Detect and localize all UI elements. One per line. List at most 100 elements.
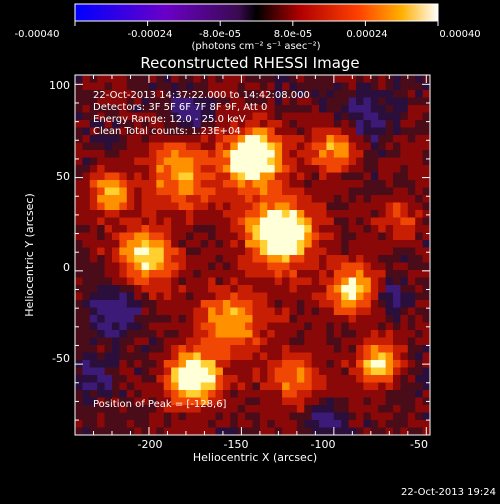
- heatmap-cell: [326, 180, 335, 188]
- heatmap-cell: [104, 120, 113, 128]
- heatmap-cell: [89, 277, 98, 286]
- heatmap-cell: [89, 150, 98, 158]
- heatmap-cell: [156, 390, 165, 398]
- heatmap-cell: [222, 150, 231, 158]
- heatmap-cell: [82, 180, 91, 188]
- heatmap-cell: [237, 300, 246, 308]
- heatmap-cell: [119, 262, 128, 271]
- heatmap-cell: [407, 232, 416, 241]
- heatmap-cell: [385, 247, 394, 256]
- heatmap-cell: [370, 127, 379, 136]
- heatmap-cell: [393, 337, 401, 346]
- heatmap-cell: [319, 360, 327, 368]
- heatmap-cell: [259, 127, 268, 136]
- heatmap-cell: [111, 322, 120, 331]
- heatmap-cell: [370, 90, 379, 98]
- heatmap-cell: [304, 427, 313, 435]
- heatmap-cell: [385, 360, 394, 368]
- heatmap-cell: [385, 375, 394, 383]
- heatmap-cell: [259, 285, 268, 293]
- heatmap-cell: [274, 300, 283, 308]
- heatmap-cell: [97, 150, 105, 158]
- heatmap-cell: [141, 270, 150, 278]
- heatmap-cell: [400, 390, 409, 398]
- heatmap-cell: [75, 337, 83, 346]
- heatmap-cell: [148, 382, 157, 391]
- heatmap-cell: [141, 135, 150, 143]
- heatmap-cell: [289, 315, 298, 323]
- heatmap-cell: [126, 195, 135, 203]
- heatmap-cell: [363, 105, 372, 113]
- heatmap-cell: [356, 127, 364, 136]
- heatmap-cell: [252, 120, 261, 128]
- heatmap-cell: [274, 382, 283, 391]
- heatmap-cell: [341, 97, 350, 106]
- heatmap-cell: [215, 330, 224, 338]
- heatmap-cell: [104, 82, 113, 91]
- heatmap-cell: [111, 255, 120, 263]
- heatmap-cell: [97, 210, 105, 218]
- heatmap-cell: [415, 157, 424, 166]
- heatmap-cell: [222, 240, 231, 248]
- heatmap-cell: [222, 352, 231, 361]
- heatmap-cell: [141, 390, 150, 398]
- heatmap-cell: [111, 172, 120, 181]
- heatmap-cell: [341, 255, 350, 263]
- heatmap-cell: [75, 112, 83, 121]
- heatmap-cell: [97, 105, 105, 113]
- y-axis-label: Heliocentric Y (arcsec): [23, 193, 36, 317]
- heatmap-cell: [304, 82, 313, 91]
- heatmap-cell: [296, 97, 305, 106]
- heatmap-cell: [148, 127, 157, 136]
- heatmap-cell: [319, 412, 327, 421]
- heatmap-cell: [245, 427, 253, 435]
- heatmap-cell: [393, 315, 401, 323]
- heatmap-cell: [341, 352, 350, 361]
- heatmap-cell: [230, 105, 239, 113]
- heatmap-cell: [259, 300, 268, 308]
- heatmap-cell: [245, 270, 253, 278]
- heatmap-cell: [282, 300, 290, 308]
- heatmap-cell: [282, 255, 290, 263]
- heatmap-cell: [104, 105, 113, 113]
- heatmap-cell: [215, 165, 224, 173]
- heatmap-cell: [237, 337, 246, 346]
- heatmap-cell: [156, 367, 165, 376]
- heatmap-cell: [378, 165, 387, 173]
- heatmap-cell: [304, 90, 313, 98]
- heatmap-cell: [119, 420, 128, 428]
- heatmap-cell: [185, 75, 194, 83]
- heatmap-cell: [356, 360, 364, 368]
- heatmap-cell: [230, 285, 239, 293]
- heatmap-cell: [415, 150, 424, 158]
- heatmap-cell: [82, 277, 91, 286]
- heatmap-cell: [400, 330, 409, 338]
- heatmap-cell: [348, 352, 357, 361]
- heatmap-cell: [378, 307, 387, 316]
- heatmap-cell: [89, 135, 98, 143]
- heatmap-cell: [385, 112, 394, 121]
- heatmap-cell: [230, 127, 239, 136]
- heatmap-cell: [400, 300, 409, 308]
- heatmap-cell: [304, 240, 313, 248]
- heatmap-cell: [341, 390, 350, 398]
- heatmap-cell: [193, 157, 202, 166]
- heatmap-cell: [289, 82, 298, 91]
- heatmap-cell: [245, 232, 253, 241]
- heatmap-cell: [252, 412, 261, 421]
- heatmap-cell: [171, 307, 179, 316]
- heatmap-cell: [333, 360, 342, 368]
- heatmap-cell: [407, 412, 416, 421]
- heatmap-cell: [385, 322, 394, 331]
- heatmap-cell: [378, 157, 387, 166]
- heatmap-cell: [215, 360, 224, 368]
- heatmap-cell: [259, 165, 268, 173]
- heatmap-cell: [222, 165, 231, 173]
- heatmap-cell: [119, 292, 128, 301]
- heatmap-cell: [119, 367, 128, 376]
- heatmap-cell: [119, 300, 128, 308]
- heatmap-cell: [222, 397, 231, 406]
- heatmap-cell: [289, 255, 298, 263]
- heatmap-cell: [267, 285, 276, 293]
- heatmap-cell: [141, 97, 150, 106]
